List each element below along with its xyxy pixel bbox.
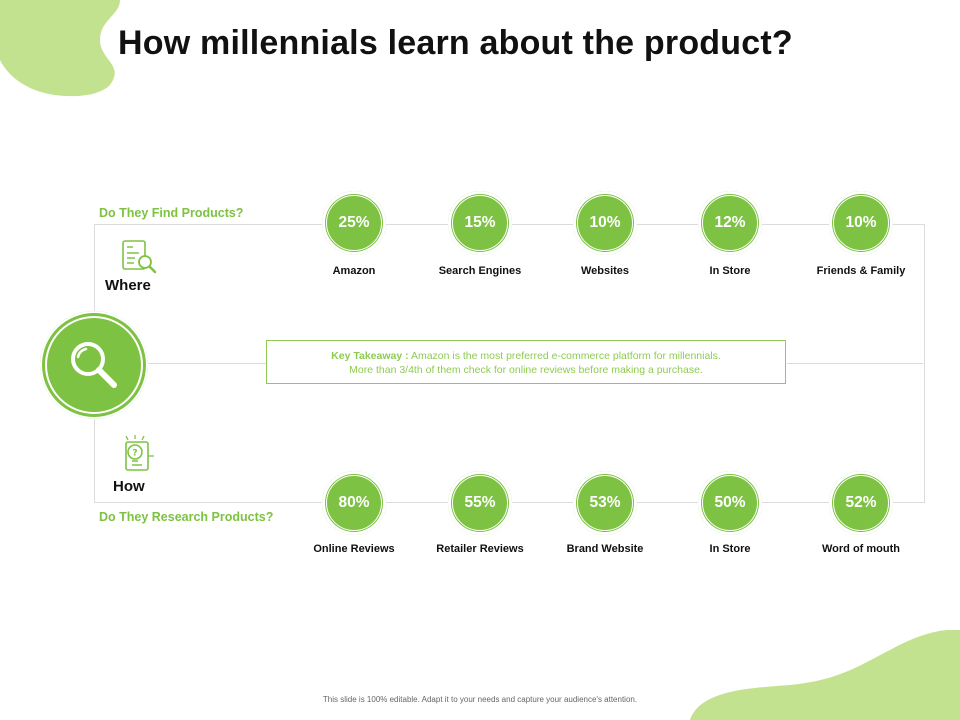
research-item-label: Online Reviews [313,543,395,555]
research-value-badge: 53% [573,471,637,535]
lightbulb-question-icon: ? [118,434,158,474]
key-takeaway-box: Key Takeaway : Amazon is the most prefer… [266,340,786,384]
find-value-badge: 10% [573,191,637,255]
takeaway-line-1: Amazon is the most preferred e-commerce … [410,350,721,362]
middle-divider-right [787,363,923,364]
find-item-label: Search Engines [438,265,522,277]
research-section-label: Do They Research Products? [99,510,274,524]
find-section-label: Do They Find Products? [99,206,244,220]
find-value-badge: 12% [698,191,762,255]
find-value-badge: 15% [448,191,512,255]
research-item-label: Brand Website [566,543,644,555]
research-value-badge: 52% [829,471,893,535]
research-item-label: Word of mouth [822,543,900,555]
magnifier-icon [40,311,148,419]
find-item-label: Websites [580,265,630,277]
footer-note: This slide is 100% editable. Adapt it to… [322,695,638,704]
where-label: Where [105,277,151,294]
document-search-icon [120,238,160,278]
takeaway-line-2: More than 3/4th of them check for online… [349,364,703,376]
research-item-label: In Store [709,543,751,555]
find-value-badge: 25% [322,191,386,255]
find-value-badge: 10% [829,191,893,255]
find-item-label: Amazon [332,265,376,277]
research-value-badge: 80% [322,471,386,535]
svg-text:?: ? [132,449,137,459]
bottom-right-blob [690,630,960,720]
research-item-label: Retailer Reviews [436,543,524,555]
top-left-blob [0,0,120,97]
page-title: How millennials learn about the product? [118,24,793,62]
find-item-label: In Store [709,265,751,277]
find-item-label: Friends & Family [816,265,906,277]
how-label: How [113,478,145,495]
research-value-badge: 50% [698,471,762,535]
takeaway-label: Key Takeaway : [331,350,409,362]
middle-divider [148,363,266,364]
research-value-badge: 55% [448,471,512,535]
